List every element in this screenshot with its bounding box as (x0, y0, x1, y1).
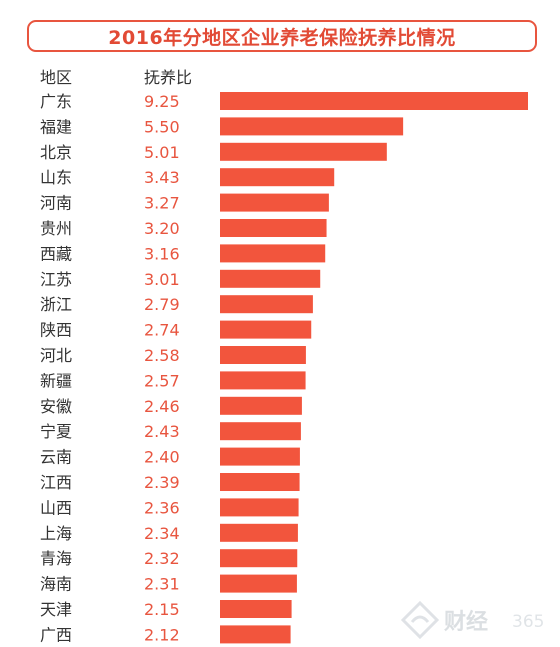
value-label: 2.36 (144, 498, 180, 517)
region-label: 新疆 (40, 371, 72, 390)
value-label: 2.32 (144, 549, 180, 568)
chart-title: 2016年分地区企业养老保险抚养比情况 (108, 26, 456, 49)
bar (220, 269, 321, 288)
ratio-column-header: 抚养比 (144, 68, 193, 87)
bar (220, 600, 292, 618)
region-label: 河北 (40, 346, 72, 365)
bar (220, 346, 306, 364)
value-label: 9.25 (144, 92, 180, 111)
region-label: 贵州 (40, 219, 72, 238)
bar (220, 295, 313, 314)
value-label: 2.39 (144, 473, 180, 492)
value-label: 2.43 (144, 422, 180, 441)
region-column-header: 地区 (40, 68, 73, 87)
bar (220, 142, 387, 161)
region-label: 海南 (40, 575, 72, 594)
bar (220, 549, 298, 568)
value-label: 3.27 (144, 194, 180, 213)
region-label: 上海 (40, 524, 72, 543)
bar (220, 625, 291, 644)
value-label: 3.20 (144, 219, 180, 238)
region-label: 福建 (40, 117, 72, 136)
region-label: 江西 (40, 473, 72, 492)
value-label: 2.15 (144, 600, 180, 619)
bar (220, 422, 301, 441)
bar (220, 92, 528, 110)
bar (220, 498, 299, 517)
region-label: 西藏 (40, 244, 72, 263)
value-label: 2.57 (144, 371, 180, 390)
value-label: 2.34 (144, 524, 180, 543)
region-label: 青海 (40, 549, 72, 568)
value-label: 3.16 (144, 244, 180, 263)
bar (220, 320, 312, 339)
region-label: 天津 (40, 600, 72, 619)
region-label: 安徽 (40, 397, 72, 416)
value-label: 2.12 (144, 625, 180, 644)
region-label: 云南 (40, 448, 72, 467)
bar (220, 244, 326, 263)
bar (220, 473, 300, 491)
value-label: 2.31 (144, 575, 180, 594)
bar (220, 117, 404, 136)
bar (220, 168, 335, 187)
region-label: 江苏 (40, 270, 72, 289)
bar (220, 447, 300, 466)
bar (220, 523, 298, 542)
value-label: 2.58 (144, 346, 180, 365)
region-label: 山西 (40, 498, 72, 517)
value-label: 3.43 (144, 168, 180, 187)
value-label: 2.79 (144, 295, 180, 314)
value-label: 5.01 (144, 143, 180, 162)
bar (220, 219, 327, 237)
region-label: 陕西 (40, 321, 72, 340)
region-label: 宁夏 (40, 422, 72, 441)
value-label: 5.50 (144, 117, 180, 136)
region-label: 山东 (40, 168, 72, 187)
value-label: 2.40 (144, 448, 180, 467)
region-label: 广西 (40, 625, 72, 644)
region-label: 浙江 (40, 295, 72, 314)
value-label: 2.74 (144, 321, 180, 340)
bar (220, 396, 302, 415)
region-label: 北京 (40, 143, 72, 162)
value-label: 2.46 (144, 397, 180, 416)
chart-title-box: 2016年分地区企业养老保险抚养比情况 (27, 20, 537, 52)
region-label: 广东 (40, 92, 72, 111)
value-label: 3.01 (144, 270, 180, 289)
bar (220, 371, 306, 390)
bar (220, 574, 297, 593)
region-label: 河南 (40, 194, 72, 213)
bar (220, 193, 329, 212)
